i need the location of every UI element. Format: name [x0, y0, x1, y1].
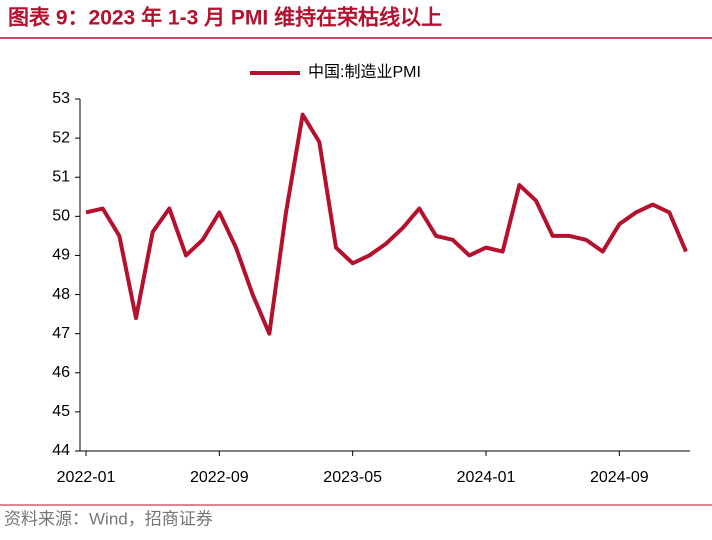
- legend-label: 中国:制造业PMI: [308, 63, 421, 81]
- x-tick-label: 2024-01: [457, 469, 516, 486]
- y-tick-label: 49: [52, 247, 70, 264]
- y-tick-label: 53: [52, 90, 70, 107]
- line: [85, 112, 688, 336]
- y-tick-label: 48: [52, 286, 70, 303]
- source: 资料来源：Wind，招商证券: [4, 509, 213, 528]
- x-tick-label: 2022-09: [190, 469, 249, 486]
- y-tick-label: 44: [52, 442, 70, 459]
- x-tick-label: 2022-01: [57, 469, 116, 486]
- y-tick-label: 52: [52, 129, 70, 146]
- y-tick-label: 50: [52, 208, 70, 225]
- chart-title: 图表 9：2023 年 1-3 月 PMI 维持在荣枯线以上: [8, 6, 442, 30]
- y-tick-label: 46: [52, 364, 70, 381]
- x-tick-label: 2024-09: [590, 469, 649, 486]
- y-tick-label: 45: [52, 403, 70, 420]
- y-tick-label: 47: [52, 325, 70, 342]
- y-tick-label: 51: [52, 168, 70, 185]
- x-tick-label: 2023-05: [323, 469, 382, 486]
